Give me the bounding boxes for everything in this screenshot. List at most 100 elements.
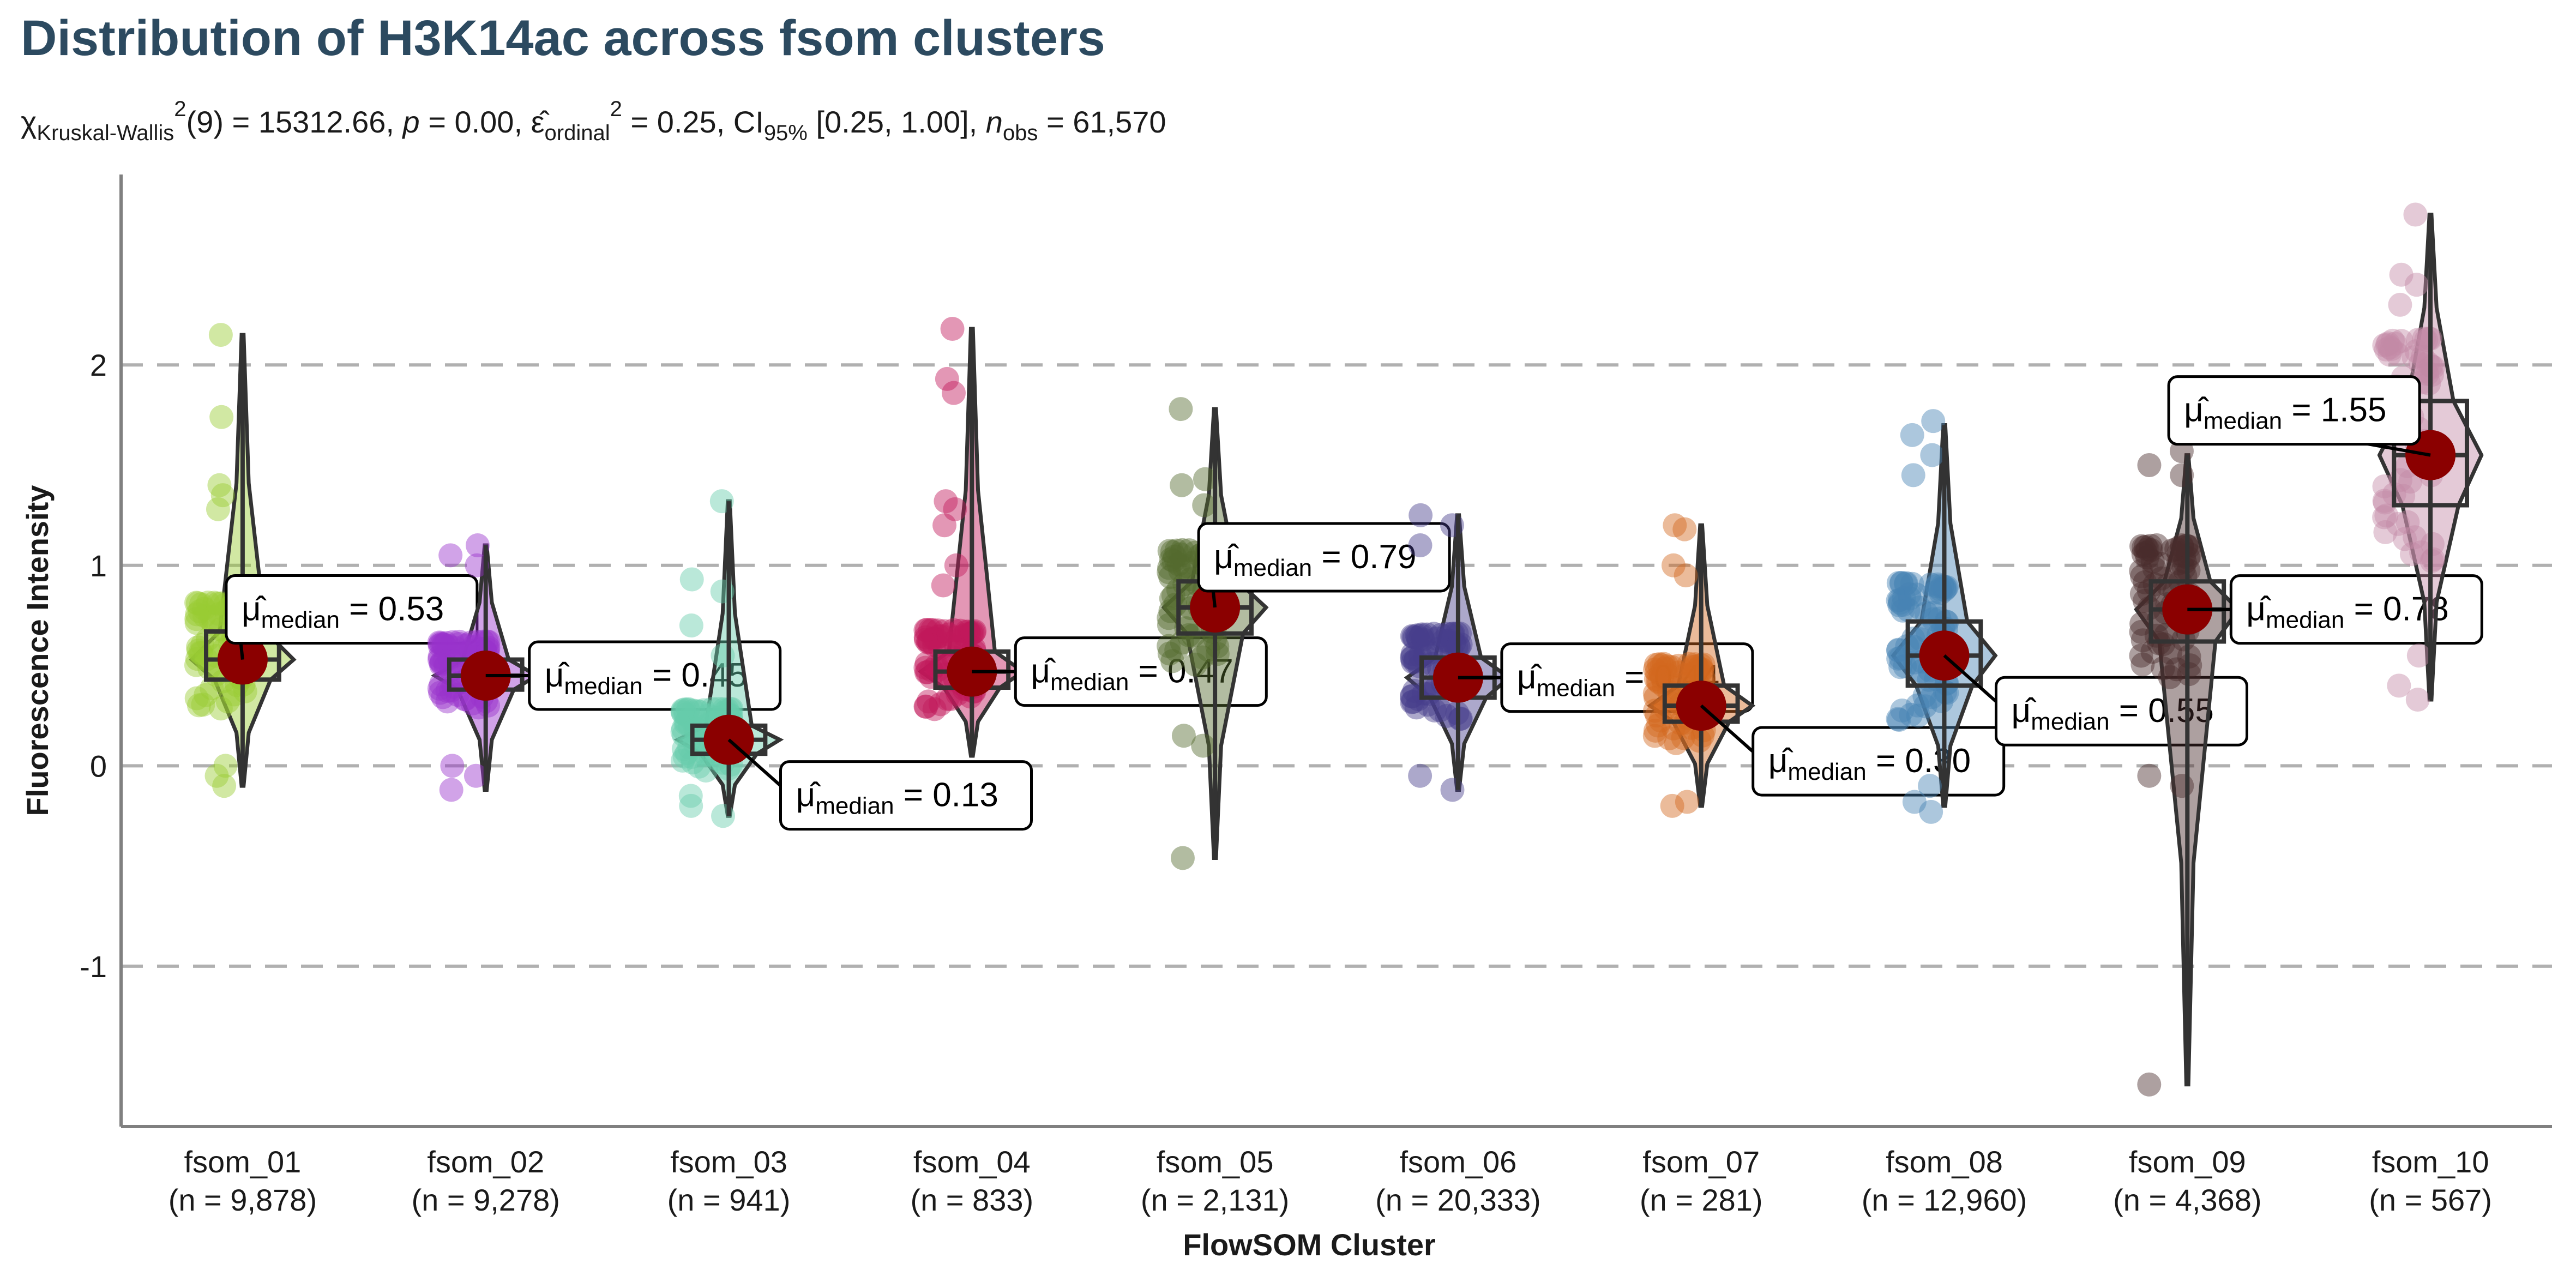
data-point xyxy=(1664,731,1688,755)
data-point xyxy=(1400,650,1425,675)
data-point xyxy=(432,633,456,657)
data-point xyxy=(438,543,463,568)
data-point xyxy=(1190,645,1214,670)
data-point xyxy=(914,618,939,642)
data-point xyxy=(2166,541,2191,565)
data-point xyxy=(1157,560,1181,585)
data-point xyxy=(1920,443,1945,467)
median-label: μ̂median = 0.13 xyxy=(796,777,998,820)
data-point xyxy=(671,737,696,761)
data-point xyxy=(2132,535,2156,559)
data-point xyxy=(440,754,465,778)
data-point xyxy=(1887,593,1912,618)
data-point xyxy=(1178,567,1203,592)
data-point xyxy=(2135,545,2159,570)
data-point xyxy=(427,647,452,672)
data-point xyxy=(1172,556,1197,580)
data-point xyxy=(1164,638,1189,663)
data-point xyxy=(2376,331,2400,356)
data-point xyxy=(184,653,208,677)
data-point xyxy=(1657,726,1682,750)
data-point xyxy=(1647,652,1671,677)
data-point xyxy=(1422,622,1446,646)
data-point xyxy=(1643,718,1668,743)
data-point xyxy=(1891,593,1916,617)
data-point xyxy=(2158,665,2182,689)
data-point xyxy=(670,700,695,724)
data-point xyxy=(1177,538,1201,563)
data-point xyxy=(2393,527,2417,551)
data-point xyxy=(941,618,966,642)
data-point xyxy=(2372,505,2397,529)
data-point xyxy=(2378,342,2402,367)
data-point xyxy=(2421,547,2446,571)
data-point xyxy=(2385,342,2410,366)
group-fsom_05: μ̂median = 0.79 fsom_05 (n = 2,131) xyxy=(1141,397,1451,1217)
data-point xyxy=(1645,659,1669,684)
x-tick-count: (n = 9,278) xyxy=(411,1183,559,1217)
data-point xyxy=(213,754,238,778)
data-point xyxy=(447,631,472,656)
data-point xyxy=(1160,649,1185,673)
data-point xyxy=(1643,657,1668,682)
median-label-box xyxy=(1197,522,1451,593)
data-point xyxy=(913,694,938,719)
data-point xyxy=(186,693,211,718)
data-point xyxy=(2139,538,2163,562)
x-tick-label: fsom_01 xyxy=(184,1145,302,1179)
data-point xyxy=(1661,553,1686,577)
data-point xyxy=(2134,540,2158,565)
data-point xyxy=(437,634,461,658)
data-point xyxy=(1408,533,1433,558)
data-point xyxy=(200,605,224,630)
data-point xyxy=(948,618,973,643)
data-point xyxy=(1160,540,1184,564)
data-point xyxy=(920,618,944,642)
data-point xyxy=(1404,695,1429,720)
data-point xyxy=(1400,684,1424,709)
data-point xyxy=(1918,774,1942,798)
data-point xyxy=(184,607,209,631)
data-point xyxy=(1161,549,1186,573)
data-point xyxy=(443,636,467,660)
median-label: μ̂median = 0.53 xyxy=(242,591,444,634)
x-tick-label: fsom_06 xyxy=(1400,1145,1517,1179)
x-tick-count: (n = 941) xyxy=(667,1183,791,1217)
data-point xyxy=(1886,638,1910,663)
data-point xyxy=(1401,624,1426,649)
data-point xyxy=(1192,493,1217,517)
data-point xyxy=(711,643,735,668)
data-point xyxy=(2178,653,2202,678)
data-point xyxy=(687,700,712,724)
y-tick-label: 2 xyxy=(90,348,107,382)
data-point xyxy=(465,553,489,577)
data-point xyxy=(679,613,703,638)
data-point xyxy=(2171,556,2196,580)
data-point xyxy=(1666,653,1691,678)
data-point xyxy=(2133,534,2158,559)
data-point xyxy=(1169,397,1193,422)
data-point xyxy=(2406,643,2431,668)
data-point xyxy=(2391,484,2416,508)
data-point xyxy=(678,784,703,808)
data-point xyxy=(1171,724,1196,748)
data-point xyxy=(2130,652,2155,677)
data-point xyxy=(464,763,488,788)
x-tick-count: (n = 2,131) xyxy=(1141,1183,1289,1217)
data-point xyxy=(932,513,957,538)
data-point xyxy=(944,553,968,577)
data-point xyxy=(694,759,718,783)
data-point xyxy=(427,630,452,655)
data-point xyxy=(1677,652,1701,676)
data-point xyxy=(913,655,938,680)
data-point xyxy=(204,763,229,788)
data-point xyxy=(1889,571,1914,595)
data-point xyxy=(2172,550,2197,574)
data-point xyxy=(1163,544,1187,569)
median-label-box xyxy=(1014,636,1268,707)
data-point xyxy=(913,618,938,642)
data-point xyxy=(700,697,725,721)
data-point xyxy=(1672,663,1697,688)
data-point xyxy=(1435,703,1459,728)
